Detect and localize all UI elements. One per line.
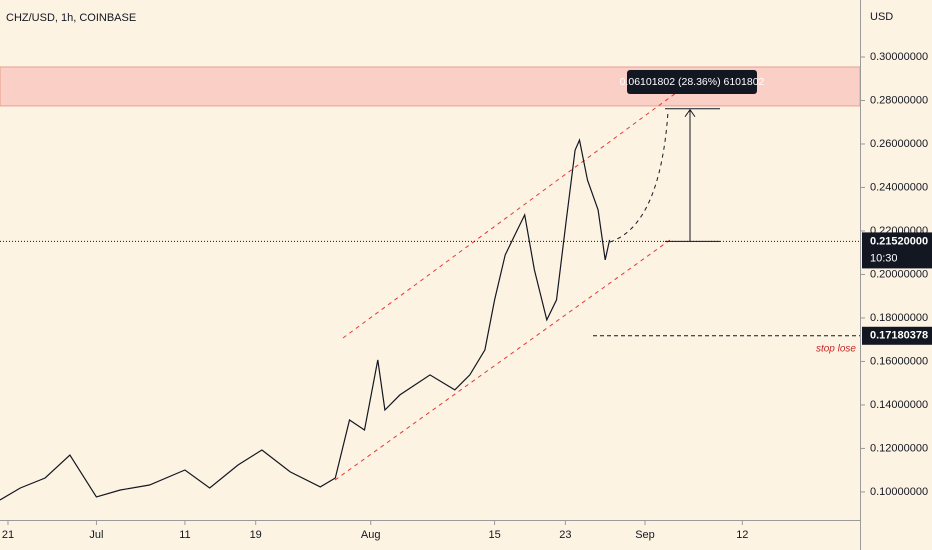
y-tick-label: 0.16000000 <box>870 355 928 367</box>
x-tick-label: 21 <box>2 529 14 541</box>
x-tick-label: 12 <box>736 529 748 541</box>
measure-arrowhead <box>684 108 696 118</box>
y-tick-label: 0.24000000 <box>870 181 928 193</box>
y-tick-label: 0.30000000 <box>870 51 928 63</box>
y-tick-label: 0.18000000 <box>870 312 928 324</box>
measure-box <box>627 70 757 94</box>
projection <box>609 111 669 243</box>
x-tick-label: 19 <box>250 529 262 541</box>
y-tick-label: 0.14000000 <box>870 399 928 411</box>
x-tick-label: 23 <box>559 529 571 541</box>
measure-label: 0.06101802 (28.36%) 6101802 <box>620 76 765 88</box>
price-line <box>0 138 611 501</box>
x-tick-label: 15 <box>488 529 500 541</box>
x-tick-label: Jul <box>89 529 103 541</box>
stop-label: 0.17180378 <box>870 330 928 342</box>
y-tick-label: 0.28000000 <box>870 94 928 106</box>
channel-upper <box>342 89 681 339</box>
x-tick-label: Aug <box>361 529 381 541</box>
x-tick-label: 11 <box>179 529 190 541</box>
y-tick-label: 0.26000000 <box>870 138 928 150</box>
y-tick-label: 0.20000000 <box>870 268 928 280</box>
y-tick-label: 0.12000000 <box>870 442 928 454</box>
last-price-label: 0.21520000 <box>870 235 928 247</box>
stop-annotation: stop lose <box>816 343 856 354</box>
last-price-box <box>862 232 932 269</box>
stop-box <box>862 326 932 345</box>
countdown: 10:30 <box>870 252 898 264</box>
chart-title: CHZ/USD, 1h, COINBASE <box>6 12 136 24</box>
y-axis-label: USD <box>870 11 893 23</box>
y-tick-label: 0.10000000 <box>870 486 928 498</box>
x-tick-label: Sep <box>635 529 655 541</box>
